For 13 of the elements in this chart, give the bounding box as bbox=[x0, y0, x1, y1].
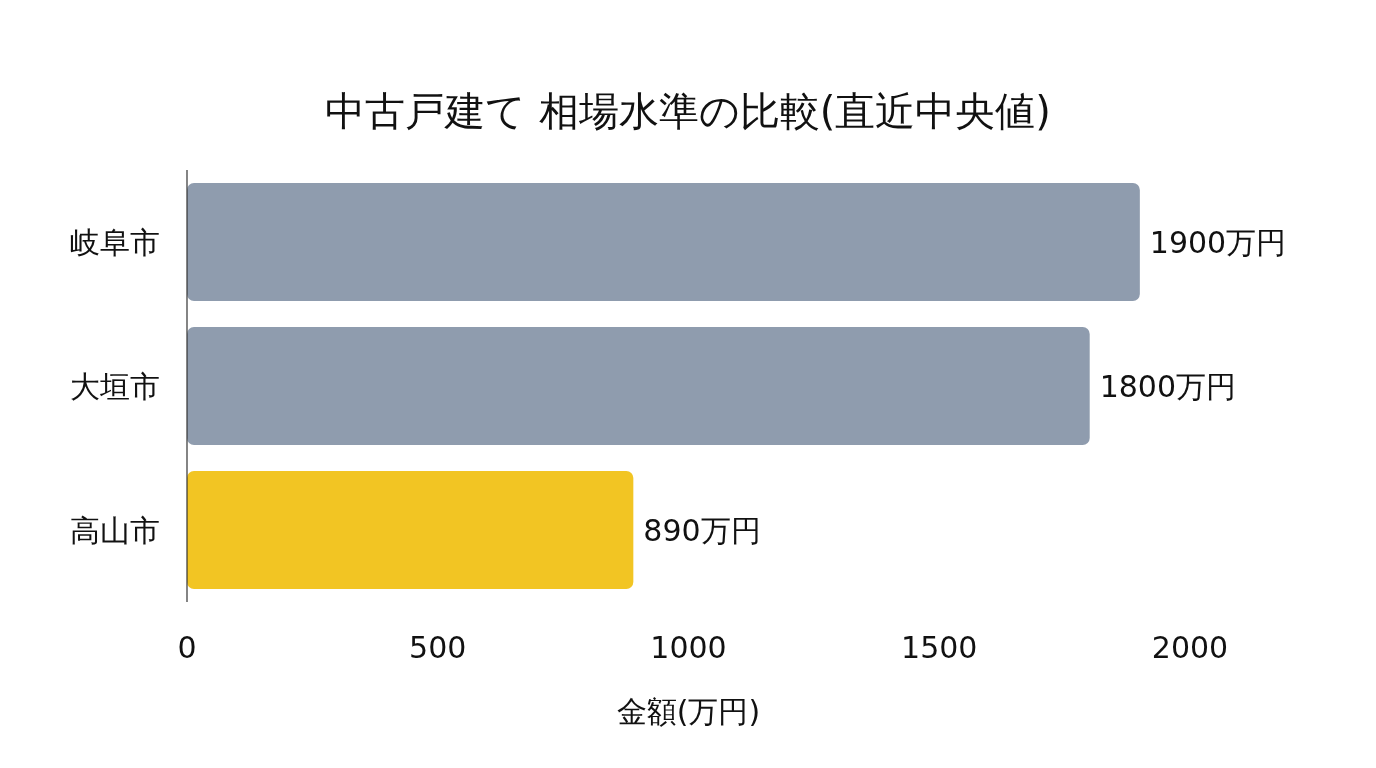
data-label: 1900万円 bbox=[1149, 224, 1287, 260]
x-axis-title: 金額(万円) bbox=[616, 694, 761, 729]
x-tick-label: 1500 bbox=[901, 630, 978, 665]
y-tick-label: 岐阜市 bbox=[70, 224, 160, 260]
x-tick-label: 1000 bbox=[650, 630, 727, 665]
data-label: 1800万円 bbox=[1099, 368, 1237, 404]
chart-title: 中古戸建て 相場水準の比較(直近中央値) bbox=[325, 88, 1051, 134]
x-tick-label: 2000 bbox=[1151, 630, 1229, 665]
x-tick-label: 500 bbox=[409, 630, 467, 665]
y-tick-label: 高山市 bbox=[70, 512, 160, 548]
x-tick-label: 0 bbox=[177, 630, 197, 665]
y-tick-label: 大垣市 bbox=[70, 368, 160, 404]
data-label: 890万円 bbox=[643, 512, 761, 548]
